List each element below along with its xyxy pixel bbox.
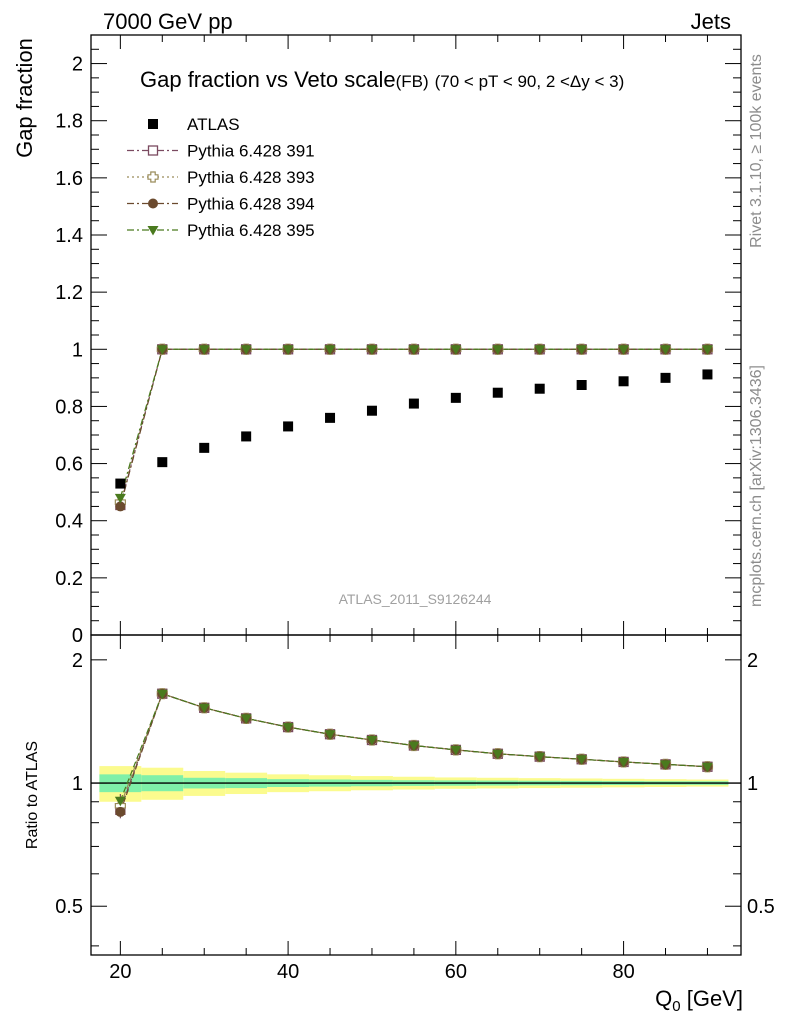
atlas-data-point (450, 392, 461, 403)
main-y-tick-label: 0.2 (55, 568, 83, 590)
main-y-tick-label: 0.4 (55, 511, 83, 533)
rivet-version-text: Rivet 3.1.10, ≥ 100k events (748, 54, 765, 248)
mc-data-point (115, 501, 126, 512)
mc-series-line (119, 348, 708, 507)
legend-marker (148, 119, 158, 129)
header-energy-label: 7000 GeV pp (103, 9, 233, 34)
mc-data-point (534, 345, 546, 355)
ratio-data-point (198, 703, 210, 714)
atlas-data-point (492, 387, 503, 398)
ratio-data-point (618, 757, 630, 768)
mc-data-point (660, 345, 672, 355)
analysis-watermark: ATLAS_2011_S9126244 (339, 591, 492, 607)
mc-data-point (492, 345, 504, 355)
ratio-y-tick-label-right: 2 (747, 650, 758, 672)
main-y-tick-label: 0.8 (55, 396, 83, 418)
atlas-data-point (241, 431, 252, 442)
main-y-axis-label: Gap fraction (12, 38, 37, 158)
atlas-data-point (534, 383, 545, 394)
mc-data-point (576, 345, 588, 355)
mc-data-point (282, 345, 294, 355)
main-y-tick-label: 1.4 (55, 225, 83, 247)
main-y-tick-label: 1.2 (55, 282, 83, 304)
x-tick-label: 40 (277, 961, 299, 983)
ratio-data-point (450, 745, 462, 756)
atlas-data-point (283, 421, 294, 432)
ratio-frame (90, 634, 742, 956)
ratio-data-point (366, 735, 378, 746)
ratio-y-tick-label-left: 2 (72, 650, 83, 672)
legend-label: Pythia 6.428 393 (187, 168, 315, 187)
ratio-data-point (492, 749, 504, 760)
x-tick-label: 60 (445, 961, 467, 983)
legend-label: Pythia 6.428 391 (187, 142, 315, 161)
ratio-data-point (534, 752, 546, 763)
header-process-label: Jets (691, 9, 731, 34)
legend-label: ATLAS (187, 115, 240, 134)
mc-data-point (156, 345, 168, 355)
legend-label: Pythia 6.428 394 (187, 195, 315, 214)
ratio-data-point (701, 762, 713, 773)
legend-marker (147, 171, 159, 183)
x-axis-label: Q0 [GeV] (655, 986, 743, 1015)
mc-series-line (119, 348, 708, 506)
ratio-data-point (660, 760, 672, 770)
atlas-data-point (660, 372, 671, 383)
main-y-tick-label: 0.6 (55, 454, 83, 476)
atlas-data-point (618, 376, 629, 387)
mc-data-point (114, 493, 126, 504)
ratio-y-tick-label-left: 1 (72, 773, 83, 795)
mc-data-point (450, 345, 462, 355)
ratio-y-tick-label-left: 0.5 (55, 896, 83, 918)
ratio-panel: 0.5 0.5 1 1 2 2 20 40 60 80 (55, 634, 775, 983)
mc-data-point (408, 345, 420, 355)
ratio-data-point (240, 714, 252, 724)
ratio-data-point (115, 806, 126, 817)
main-y-tick-label: 1.8 (55, 111, 83, 133)
ratio-data-point (324, 730, 336, 740)
legend-marker (148, 198, 158, 209)
legend-marker (147, 226, 159, 236)
atlas-data-point (115, 478, 126, 489)
atlas-data-point (408, 398, 419, 409)
atlas-data-point (702, 369, 713, 380)
mc-data-point (618, 345, 630, 355)
ratio-y-tick-label-right: 1 (747, 773, 758, 795)
main-y-tick-label: 1.6 (55, 168, 83, 190)
ratio-y-axis-label: Ratio to ATLAS (24, 741, 41, 849)
atlas-data-point (366, 405, 377, 416)
legend: ATLAS Pythia 6.428 391 Pythia 6.428 393 Pyt… (127, 115, 315, 240)
chart-title: Gap fraction vs Veto scale(FB) (70 < pT <… (140, 67, 624, 92)
mc-data-point (198, 345, 210, 355)
main-panel: 0 0.2 0.4 0.6 0.8 1 1.2 1.4 1.6 1.8 2 (55, 34, 742, 647)
mc-data-point (701, 345, 713, 355)
ratio-data-point (282, 723, 294, 733)
ratio-data-point (156, 689, 168, 700)
mc-data-point (324, 345, 336, 355)
ratio-y-tick-label-right: 0.5 (747, 896, 775, 918)
ratio-data-point (114, 796, 126, 807)
ratio-data-point (576, 755, 588, 765)
ratio-data-point (408, 741, 420, 752)
atlas-data-point (325, 412, 336, 423)
mc-series-line (119, 348, 708, 499)
atlas-data-point (157, 457, 168, 468)
mc-data-point (240, 345, 252, 355)
atlas-data-point (199, 442, 210, 453)
main-y-tick-label: 1 (72, 339, 83, 361)
main-y-tick-label: 2 (72, 54, 83, 76)
atlas-data-point (576, 380, 587, 390)
main-y-tick-label: 0 (72, 625, 83, 647)
x-tick-label: 80 (612, 961, 634, 983)
mc-series-line (119, 348, 708, 503)
mc-data-point (366, 345, 378, 355)
legend-marker (147, 145, 159, 156)
x-tick-label: 20 (109, 961, 131, 983)
mcplots-reference-text: mcplots.cern.ch [arXiv:1306.3436] (748, 365, 765, 607)
legend-label: Pythia 6.428 395 (187, 221, 315, 240)
